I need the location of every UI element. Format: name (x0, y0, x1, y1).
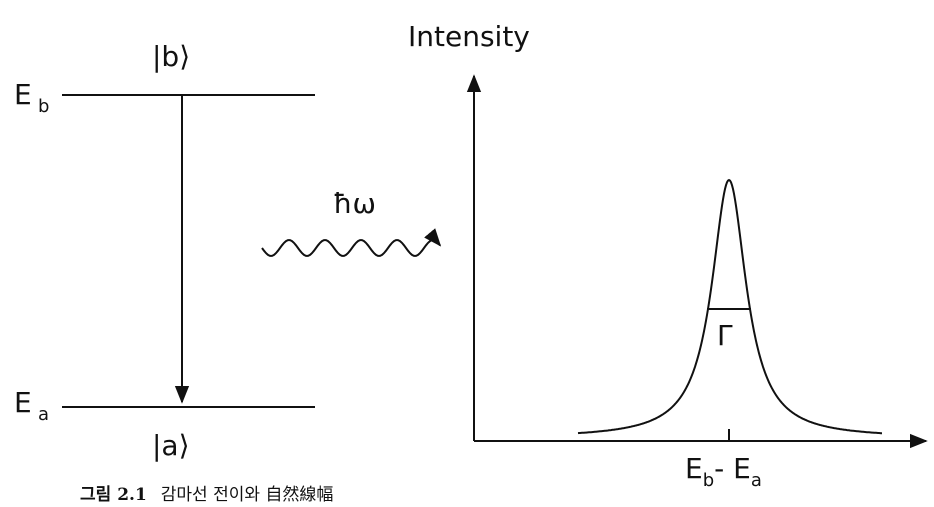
photon-wave (261, 228, 442, 257)
width-label: Γ (717, 319, 733, 352)
photon-label: ħω (333, 187, 376, 220)
upper-energy-subscript: b (38, 96, 49, 117)
caption: 그림 2.1 감마선 전이와 自然線幅 (80, 485, 333, 505)
peak-subscript: b (703, 470, 714, 491)
peak-subscript: a (751, 470, 762, 491)
caption-number: 그림 2.1 (80, 485, 147, 505)
upper-state: |b⟩ (152, 40, 190, 73)
lower-energy: E (14, 386, 32, 419)
peak-minus: - E (714, 452, 751, 485)
upper-energy: E (14, 78, 32, 111)
peak-symbol: E (685, 452, 703, 485)
lower-energy-subscript: a (38, 404, 49, 425)
lower-state: |a⟩ (152, 429, 190, 462)
peak-label: Eb- Ea (685, 452, 762, 491)
axis-label: Intensity (408, 20, 530, 53)
caption-text: 감마선 전이와 自然線幅 (161, 485, 334, 505)
lorentzian-peak (577, 178, 882, 435)
